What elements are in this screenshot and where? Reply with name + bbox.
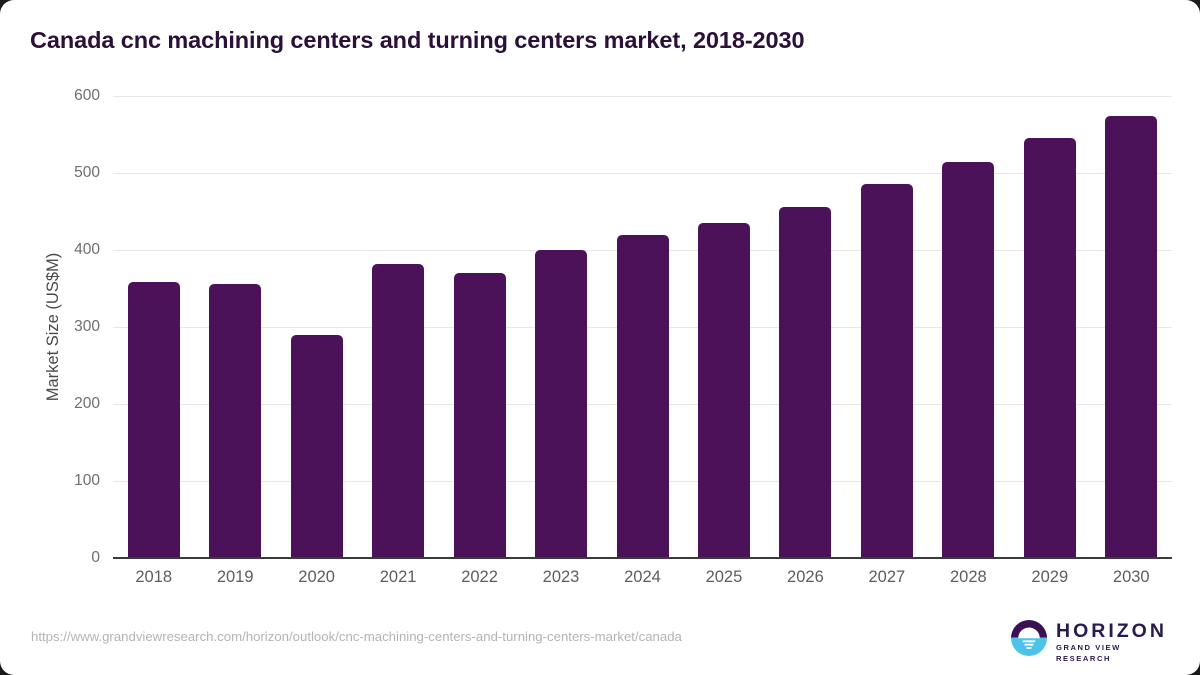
bar-slot [453, 96, 506, 558]
bar-slot [616, 96, 669, 558]
x-axis-tick-label: 2025 [705, 568, 743, 586]
bar-2026[interactable] [779, 206, 832, 558]
y-axis-tick-label: 100 [74, 472, 100, 489]
x-axis-tick-label: 2023 [542, 568, 580, 586]
bar-2028[interactable] [942, 162, 995, 558]
bar-slot [209, 96, 262, 558]
bar-slot [1023, 96, 1076, 558]
y-axis-tick-label: 200 [74, 395, 100, 412]
horizon-tagline: GRAND VIEW RESEARCH [1056, 643, 1121, 663]
bar-slot [127, 96, 180, 558]
bar-2027[interactable] [860, 183, 913, 558]
bar-2021[interactable] [372, 263, 425, 558]
bar-slot [372, 96, 425, 558]
gridline [113, 173, 1172, 174]
bar-2022[interactable] [453, 273, 506, 558]
x-axis-tick-label: 2021 [379, 568, 417, 586]
bar-2020[interactable] [290, 334, 343, 558]
y-axis-tick-label: 300 [74, 318, 100, 335]
horizon-logo-text: HORIZON GRAND VIEW RESEARCH [1056, 621, 1167, 664]
x-axis-tick-label: 2022 [461, 568, 498, 586]
bar-2029[interactable] [1023, 138, 1076, 558]
bar-slot [535, 96, 588, 558]
bar-2018[interactable] [127, 282, 180, 558]
horizon-logo-icon [1011, 620, 1047, 656]
bar-slot [942, 96, 995, 558]
bar-2019[interactable] [209, 283, 262, 558]
x-axis-tick-label: 2030 [1112, 568, 1150, 586]
x-axis-tick-label: 2024 [624, 568, 661, 586]
x-axis-tick-label: 2018 [135, 568, 173, 586]
plot-area: 0 100 200 300 400 500 600 2018 2019 2020 2021 2022… [44, 87, 1172, 586]
y-axis-tick-label: 600 [74, 87, 100, 104]
bar-slot [1105, 96, 1158, 558]
horizon-wordmark: HORIZON [1056, 620, 1167, 642]
y-axis-tick-label: 400 [74, 241, 100, 258]
gridline [113, 96, 1172, 97]
bar-slot [290, 96, 343, 558]
y-axis-tick-label: 500 [74, 164, 100, 181]
source-url[interactable]: https://www.grandviewresearch.com/horizo… [31, 629, 682, 644]
y-axis-tick-label: 0 [91, 549, 100, 566]
x-axis-tick-label: 2026 [787, 568, 824, 586]
horizon-logo[interactable]: HORIZON GRAND VIEW RESEARCH [1011, 618, 1164, 663]
y-axis-label: Market Size (US$M) [43, 252, 62, 402]
bar-2025[interactable] [697, 223, 750, 558]
bar-slot [779, 96, 832, 558]
bar-2030[interactable] [1105, 116, 1158, 558]
bar-2024[interactable] [616, 235, 669, 558]
x-axis-tick-label: 2027 [868, 568, 906, 586]
x-axis-tick-label: 2020 [298, 568, 335, 586]
x-axis-tick-label: 2029 [1031, 568, 1069, 586]
page-title: Canada cnc machining centers and turning… [30, 27, 805, 53]
x-axis-line [113, 557, 1172, 559]
bar-slot [860, 96, 913, 558]
x-axis-tick-label: 2019 [216, 568, 254, 586]
bar-2023[interactable] [535, 250, 588, 558]
bar-slot [697, 96, 750, 558]
x-axis-tick-label: 2028 [949, 568, 987, 586]
